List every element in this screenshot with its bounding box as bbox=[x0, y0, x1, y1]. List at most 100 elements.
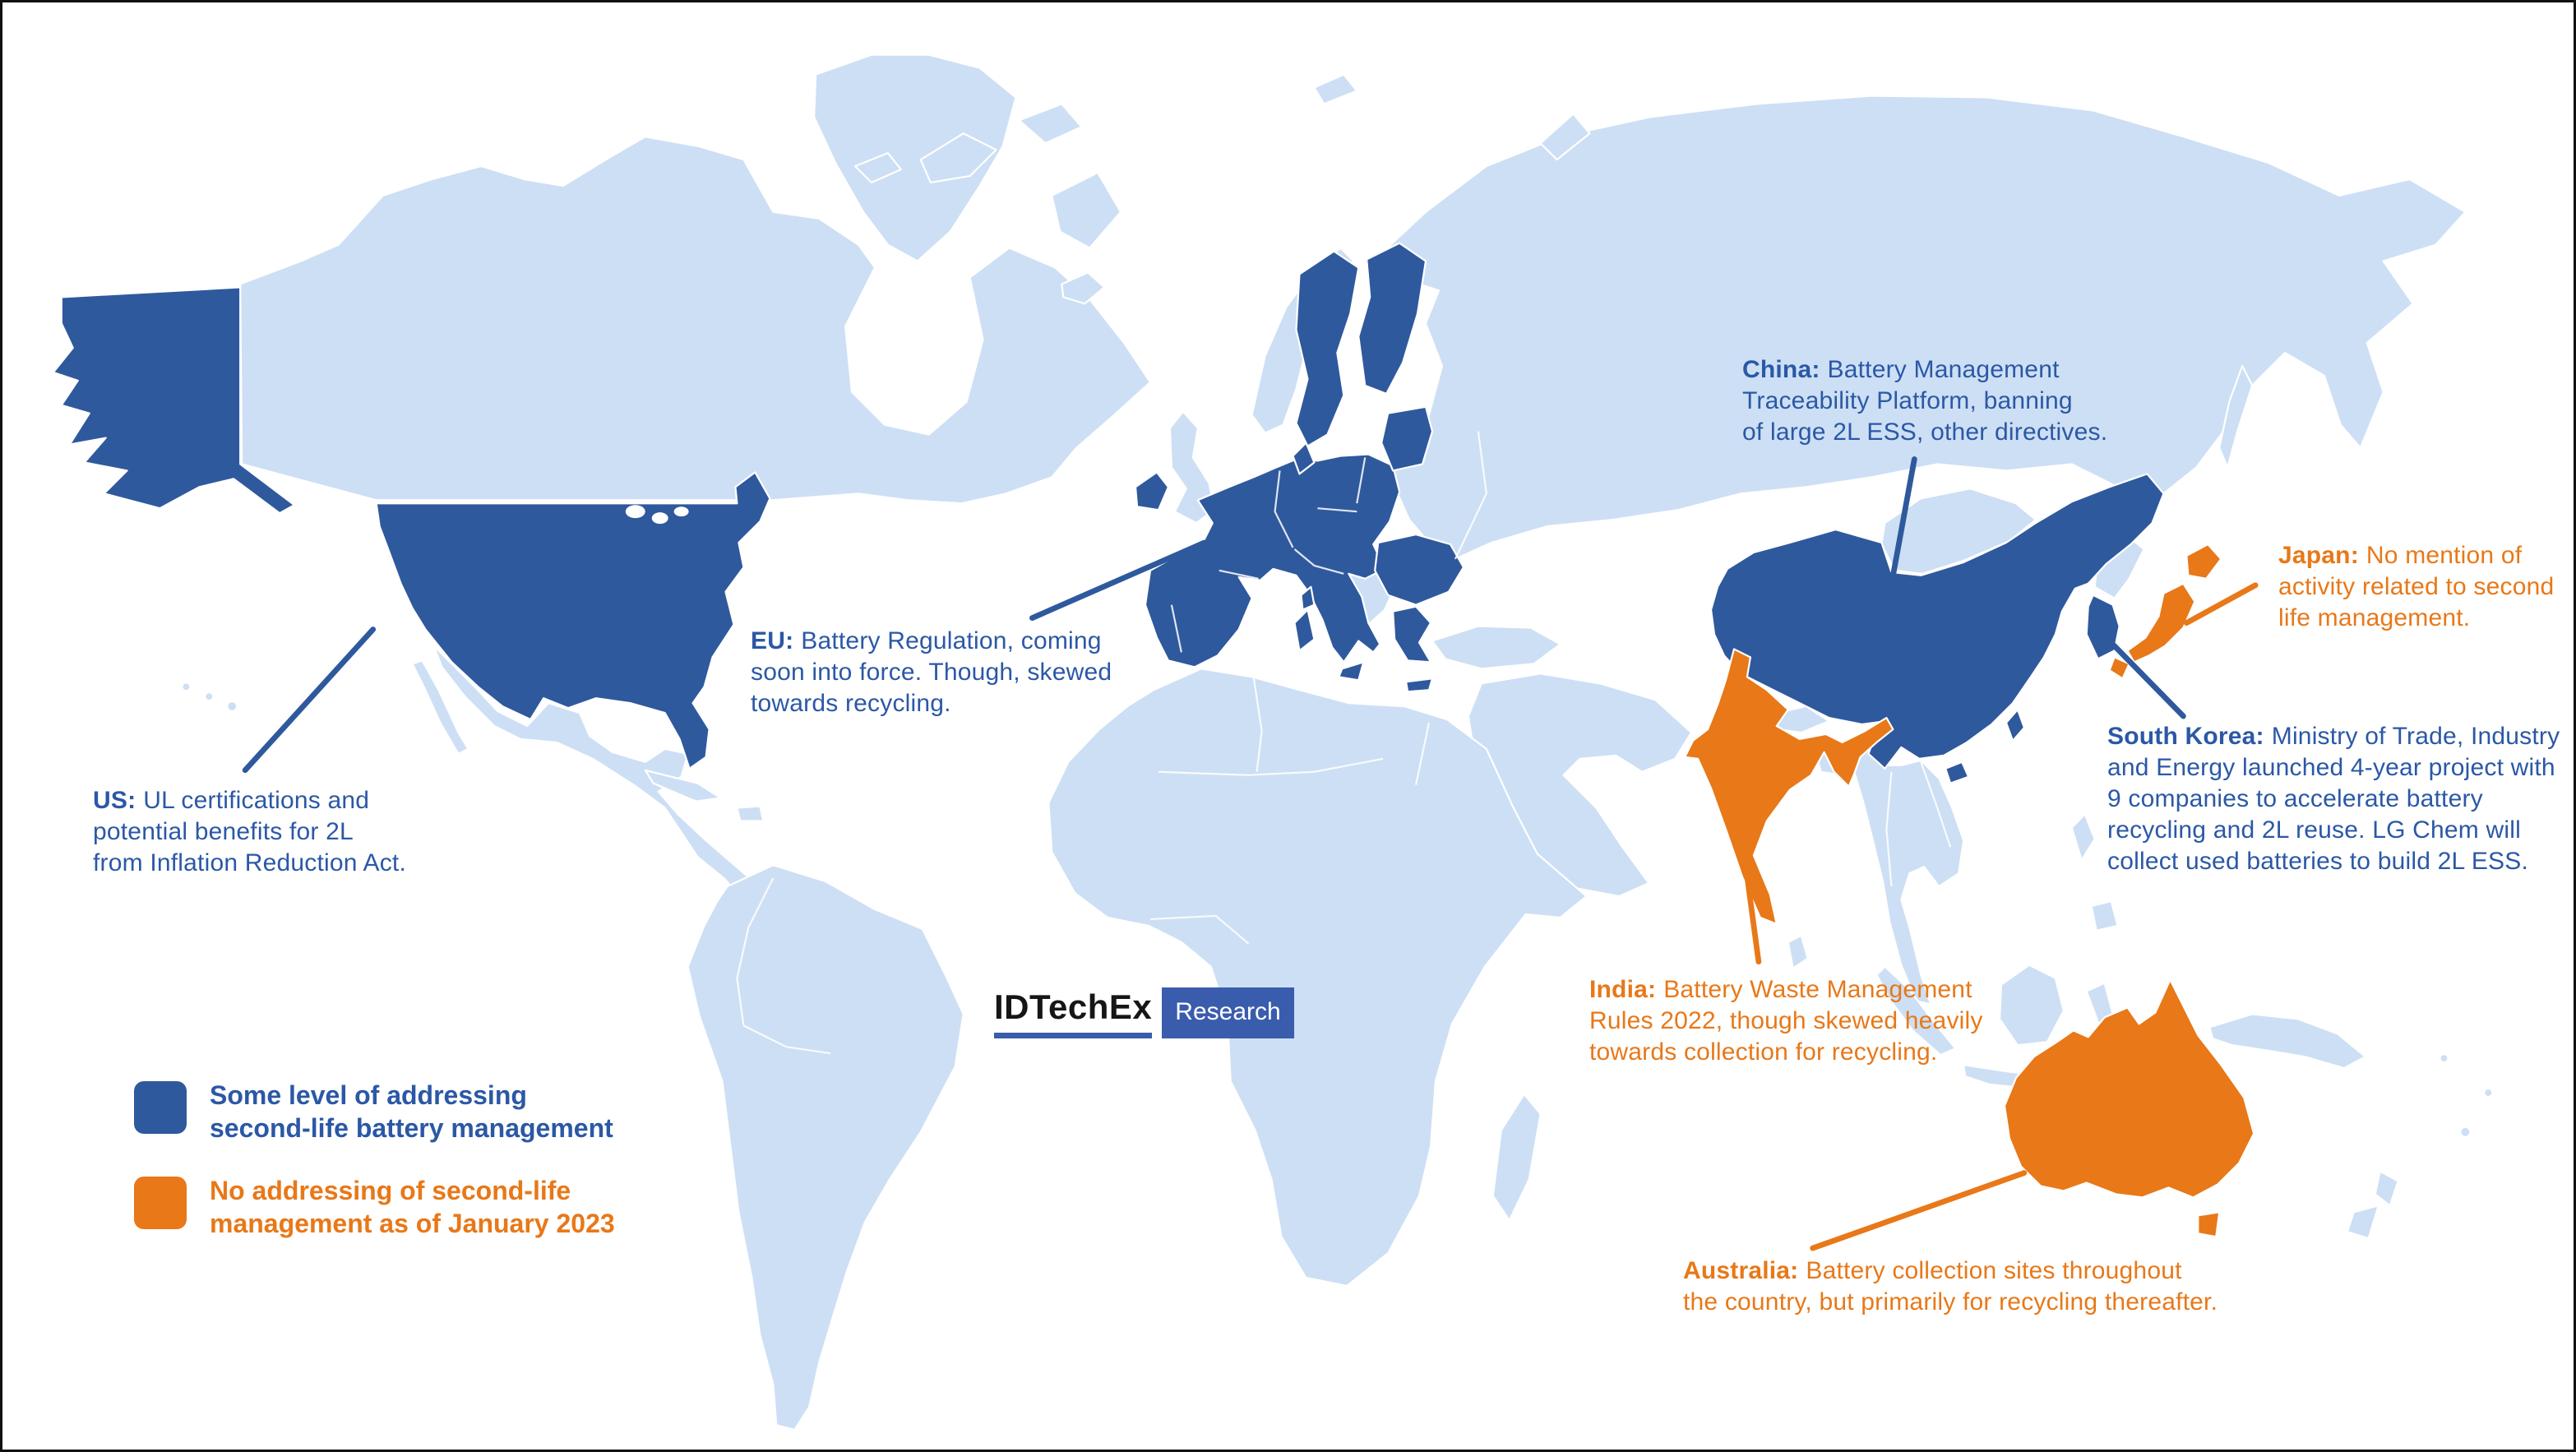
country-border bbox=[1920, 761, 1952, 848]
map-region-cuba bbox=[644, 769, 722, 802]
legend-swatch-no-addressing bbox=[134, 1177, 187, 1229]
map-region-sumatra bbox=[1875, 965, 1957, 1057]
south-korea-leader-line bbox=[2107, 638, 2186, 719]
map-region-sardinia bbox=[1293, 608, 1316, 652]
country-border bbox=[1252, 677, 1263, 772]
china-leader-line bbox=[1889, 456, 1917, 579]
map-region-indochina bbox=[1852, 738, 1965, 1006]
country-border bbox=[1885, 771, 1893, 887]
map-region-baffin bbox=[1051, 171, 1122, 249]
annotation-us-text: UL certifications and potential benefits … bbox=[93, 787, 406, 876]
map-region-baltics bbox=[1380, 405, 1434, 472]
map-region-united-states bbox=[375, 471, 771, 770]
map-region-svalbard bbox=[1313, 73, 1358, 105]
great-lakes bbox=[625, 505, 645, 519]
leader-lines bbox=[242, 456, 2259, 1251]
map-region-crete bbox=[1404, 677, 1434, 693]
map-region-alaska bbox=[52, 286, 296, 515]
map-region-hainan bbox=[1945, 761, 1970, 784]
country-border bbox=[1170, 604, 1182, 653]
map-region-tasmania bbox=[2197, 1211, 2221, 1238]
legend-swatch-addressing bbox=[134, 1081, 187, 1134]
country-border bbox=[742, 1024, 831, 1055]
annotation-india-text: Battery Waste Management Rules 2022, thou… bbox=[1589, 976, 1983, 1066]
country-border bbox=[1219, 569, 1259, 580]
idtechex-logo-brand: IDTechEx bbox=[994, 987, 1153, 1038]
legend-label-addressing: Some level of addressing second-life batt… bbox=[210, 1080, 613, 1143]
map-region-corsica bbox=[1300, 585, 1316, 611]
map-region-india bbox=[1684, 648, 1894, 925]
japan-leader-line bbox=[2183, 582, 2259, 626]
country-border bbox=[1414, 722, 1431, 785]
annotation-japan-label: Japan: bbox=[2278, 542, 2359, 569]
map-region-china bbox=[1709, 473, 2165, 770]
map-region-africa bbox=[1048, 668, 1588, 1287]
map-region-pacific-island bbox=[2483, 1087, 2494, 1098]
map-region-eu-mainland bbox=[1144, 453, 1401, 668]
map-region-philippines bbox=[2090, 899, 2119, 932]
annotation-japan: Japan: No mention of activity related to s… bbox=[2278, 540, 2554, 634]
map-region-hispaniola bbox=[736, 805, 765, 822]
legend-item-addressing: Some level of addressing second-life batt… bbox=[134, 1080, 613, 1144]
country-border bbox=[1293, 548, 1344, 575]
map-region-south-america bbox=[687, 864, 964, 1431]
map-region-turkey bbox=[1431, 625, 1561, 670]
idtechex-logo-research-badge: Research bbox=[1162, 987, 1294, 1038]
map-region-madagascar bbox=[1491, 1093, 1542, 1222]
map-region-pacific-island bbox=[2459, 1126, 2472, 1138]
country-border bbox=[1454, 431, 1487, 560]
map-detail-lines bbox=[625, 431, 1952, 1055]
map-region-greece bbox=[1392, 605, 1432, 664]
country-border bbox=[1317, 507, 1357, 513]
annotation-china-text: Battery Management Traceability Platform,… bbox=[1742, 356, 2108, 446]
map-region-finland bbox=[1357, 242, 1427, 395]
map-region-hawaii bbox=[204, 691, 215, 702]
map-region-denmark bbox=[1292, 442, 1316, 475]
map-region-arctic-island bbox=[919, 132, 997, 184]
map-region-canada bbox=[239, 136, 1152, 505]
map-region-russia bbox=[1372, 95, 2467, 561]
annotation-eu: EU: Battery Regulation, coming soon into f… bbox=[751, 626, 1112, 719]
map-region-hawaii bbox=[181, 682, 192, 692]
map-region-australia bbox=[2003, 978, 2255, 1199]
annotation-eu-label: EU: bbox=[751, 627, 794, 654]
map-region-arctic-island bbox=[853, 152, 902, 184]
country-border bbox=[1274, 470, 1294, 548]
map-region-japan-hokkaido bbox=[2185, 543, 2222, 580]
annotation-eu-text: Battery Regulation, coming soon into forc… bbox=[751, 627, 1112, 717]
annotation-south-korea-text: Ministry of Trade, Industry and Energy la… bbox=[2107, 723, 2560, 875]
map-region-new-zealand bbox=[2346, 1205, 2379, 1240]
idtechex-logo-research-label: Research bbox=[1175, 998, 1281, 1025]
map-region-greenland bbox=[813, 53, 1017, 262]
great-lakes bbox=[651, 512, 668, 525]
map-region-new-zealand bbox=[2374, 1170, 2399, 1207]
country-border bbox=[1158, 757, 1384, 776]
country-border bbox=[736, 877, 775, 1026]
map-region-japan-honshu bbox=[2126, 582, 2196, 664]
annotation-china-label: China: bbox=[1742, 356, 1820, 383]
annotation-india-label: India: bbox=[1589, 976, 1657, 1003]
annotation-india: India: Battery Waste Management Rules 2022… bbox=[1589, 974, 1983, 1068]
idtechex-logo: IDTechEx Research bbox=[994, 987, 1294, 1038]
annotation-us: US: UL certifications and potential benefi… bbox=[93, 785, 406, 879]
map-region-pacific-island bbox=[2439, 1053, 2449, 1064]
map-region-sakhalin bbox=[2218, 364, 2254, 469]
us-leader-line bbox=[242, 627, 377, 774]
annotation-australia-text: Battery collection sites throughout the c… bbox=[1683, 1257, 2218, 1316]
great-lakes bbox=[673, 506, 689, 517]
map-region-ireland bbox=[1134, 471, 1170, 511]
map-region-philippines bbox=[2070, 813, 2096, 862]
map-region-sicily bbox=[1338, 661, 1365, 682]
annotation-china: China: Battery Management Traceability Pla… bbox=[1742, 354, 2107, 448]
map-region-sweden bbox=[1295, 250, 1360, 447]
eu-leader-line bbox=[1029, 539, 1208, 621]
country-border bbox=[1149, 914, 1250, 945]
legend-label-no-addressing: No addressing of second-life management a… bbox=[210, 1176, 615, 1238]
map-no-addressing-countries bbox=[1684, 543, 2255, 1238]
annotation-australia: Australia: Battery collection sites throu… bbox=[1683, 1255, 2218, 1318]
annotation-japan-text: No mention of activity related to second l… bbox=[2278, 542, 2555, 631]
annotation-south-korea-label: South Korea: bbox=[2107, 723, 2264, 750]
map-region-romania-bulgaria bbox=[1374, 533, 1464, 606]
legend-item-no-addressing: No addressing of second-life management a… bbox=[134, 1176, 615, 1240]
